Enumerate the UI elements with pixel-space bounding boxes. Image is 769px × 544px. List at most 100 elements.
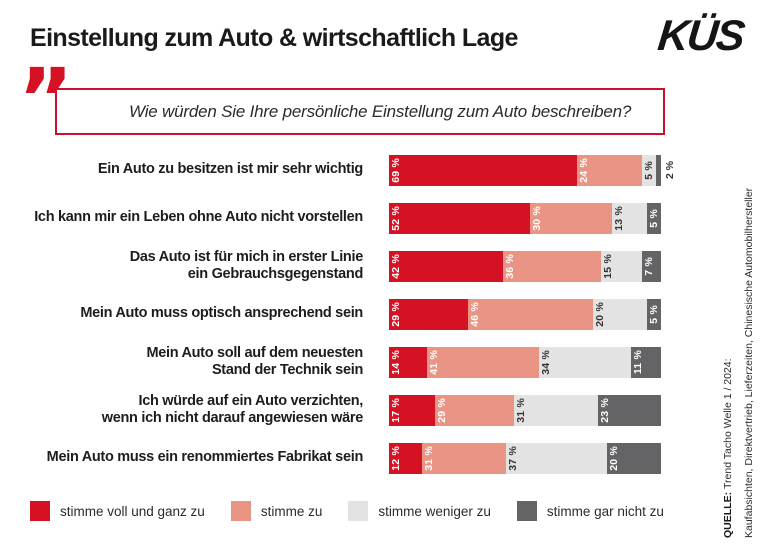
- chart-legend: stimme voll und ganz zu stimme zu stimme w…: [30, 501, 664, 521]
- category-label: Ich kann mir ein Leben ohne Auto nicht v…: [34, 209, 363, 226]
- bar-row: Ich kann mir ein Leben ohne Auto nicht v…: [30, 194, 690, 242]
- segment-value-label: 31 %: [515, 397, 528, 423]
- legend-swatch: [30, 501, 50, 521]
- segment-value-label: 11 %: [632, 349, 645, 375]
- legend-item: stimme weniger zu: [348, 501, 491, 521]
- segment-value-label: 23 %: [599, 397, 612, 423]
- segment-value-label: 24 %: [577, 157, 590, 183]
- stacked-bar-chart: Ein Auto zu besitzen ist mir sehr wichti…: [30, 146, 690, 482]
- legend-item: stimme voll und ganz zu: [30, 501, 205, 521]
- segment-value-label: 37 %: [506, 445, 519, 471]
- bar-row: Ein Auto zu besitzen ist mir sehr wichti…: [30, 146, 690, 194]
- legend-label: stimme gar nicht zu: [546, 503, 664, 519]
- bar-row: Das Auto ist für mich in erster Linie ei…: [30, 242, 690, 290]
- segment-value-label: 5 %: [642, 160, 655, 180]
- bar-segment: [655, 154, 661, 186]
- segment-value-label: 34 %: [539, 349, 552, 375]
- category-label: Mein Auto muss ein renommiertes Fabrikat…: [46, 449, 364, 466]
- bar-segment: 5 %: [647, 202, 661, 234]
- stacked-bar: 42 % 36 % 15 % 7 %: [389, 250, 661, 282]
- legend-label: stimme weniger zu: [378, 503, 491, 519]
- source-line-1-text: Trend Tacho Welle 1 / 2024:: [722, 358, 734, 489]
- stacked-bar: 52 % 30 % 13 % 5 %: [389, 202, 661, 234]
- stacked-bar: 69 % 24 % 5 % 2 %: [389, 154, 676, 186]
- segment-value-label: 42 %: [390, 253, 402, 279]
- legend-swatch: [230, 501, 251, 521]
- category-label: Ich würde auf ein Auto verzichten, wenn …: [101, 392, 364, 426]
- question-box: Wie würden Sie Ihre persönliche Einstell…: [55, 88, 665, 135]
- segment-value-label: 30 %: [531, 205, 544, 231]
- page-title: Einstellung zum Auto & wirtschaftlich La…: [30, 24, 518, 52]
- segment-value-label: 20 %: [607, 445, 620, 471]
- source-prefix: QUELLE:: [722, 491, 734, 538]
- segment-value-label: 31 %: [422, 445, 435, 471]
- segment-value-label: 15 %: [602, 253, 615, 279]
- category-label: Ein Auto zu besitzen ist mir sehr wichti…: [97, 161, 363, 178]
- bar-segment: 23 %: [598, 394, 661, 426]
- bar-segment: 17 %: [389, 394, 436, 426]
- stacked-bar: 29 % 46 % 20 % 5 %: [389, 298, 661, 330]
- segment-value-label: 5 %: [648, 304, 661, 324]
- bar-segment: 34 %: [538, 346, 632, 378]
- bar-segment: 29 %: [435, 394, 515, 426]
- bar-segment: 24 %: [576, 154, 642, 186]
- segment-value-label: 17 %: [390, 397, 402, 423]
- source-line-2: Kaufabsichten, Direktvertrieb, Lieferzei…: [743, 187, 755, 538]
- legend-item: stimme gar nicht zu: [516, 501, 664, 521]
- bar-segment: 52 %: [389, 202, 531, 234]
- segment-value-label: 41 %: [428, 349, 441, 375]
- bar-row: Mein Auto muss ein renommiertes Fabrikat…: [30, 434, 690, 482]
- bar-segment: 31 %: [421, 442, 506, 474]
- bar-segment: 36 %: [503, 250, 602, 282]
- bar-segment: 69 %: [389, 154, 577, 186]
- bar-segment: 46 %: [467, 298, 593, 330]
- bar-row: Mein Auto muss optisch ansprechend sein 2…: [30, 290, 690, 338]
- legend-label: stimme voll und ganz zu: [60, 503, 205, 519]
- stacked-bar: 14 % 41 % 34 % 11 %: [389, 346, 661, 378]
- bar-segment: 12 %: [389, 442, 422, 474]
- bar-segment: 30 %: [530, 202, 613, 234]
- kues-logo: KÜS: [655, 12, 746, 60]
- segment-value-label: 12 %: [390, 445, 402, 471]
- segment-value-label: 29 %: [436, 397, 449, 423]
- segment-value-label: 46 %: [468, 301, 481, 327]
- source-line-1: QUELLE: Trend Tacho Welle 1 / 2024:: [718, 134, 739, 538]
- bar-segment: 13 %: [612, 202, 648, 234]
- bar-segment: 11 %: [631, 346, 661, 378]
- segment-value-label: 7 %: [642, 256, 655, 276]
- category-label: Das Auto ist für mich in erster Linie ei…: [129, 248, 364, 282]
- bar-row: Mein Auto soll auf dem neuesten Stand de…: [30, 338, 690, 386]
- stacked-bar: 12 % 31 % 37 % 20 %: [389, 442, 661, 474]
- bar-segment: 20 %: [606, 442, 661, 474]
- bar-segment: 29 %: [389, 298, 468, 330]
- category-label: Mein Auto muss optisch ansprechend sein: [80, 305, 363, 322]
- source-note: QUELLE: Trend Tacho Welle 1 / 2024: Kauf…: [718, 134, 760, 538]
- bar-row: Ich würde auf ein Auto verzichten, wenn …: [30, 386, 690, 434]
- segment-value-label: 20 %: [593, 301, 606, 327]
- legend-item: stimme zu: [230, 501, 323, 521]
- stacked-bar: 17 % 29 % 31 % 23 %: [389, 394, 661, 426]
- bar-segment: 37 %: [505, 442, 607, 474]
- segment-value-label: 5 %: [648, 208, 661, 228]
- segment-value-label: 52 %: [390, 205, 402, 231]
- legend-label: stimme zu: [260, 503, 323, 519]
- bar-segment: 14 %: [389, 346, 428, 378]
- bar-segment: 31 %: [514, 394, 599, 426]
- segment-value-label: 29 %: [390, 301, 402, 327]
- bar-segment: 5 %: [647, 298, 661, 330]
- bar-segment: 41 %: [427, 346, 539, 378]
- category-label: Mein Auto soll auf dem neuesten Stand de…: [146, 344, 363, 378]
- segment-value-label: 13 %: [613, 205, 626, 231]
- bar-segment: 15 %: [601, 250, 642, 282]
- legend-swatch: [348, 501, 369, 521]
- segment-value-label: 69 %: [390, 157, 402, 183]
- survey-question: Wie würden Sie Ihre persönliche Einstell…: [129, 101, 632, 121]
- bar-segment: 5 %: [641, 154, 656, 186]
- bar-segment: 42 %: [389, 250, 504, 282]
- bar-segment: 20 %: [592, 298, 648, 330]
- segment-value-label: 14 %: [390, 349, 402, 375]
- segment-value-label: 36 %: [504, 253, 517, 279]
- segment-value-label: 2 %: [664, 160, 676, 180]
- legend-swatch: [516, 501, 537, 521]
